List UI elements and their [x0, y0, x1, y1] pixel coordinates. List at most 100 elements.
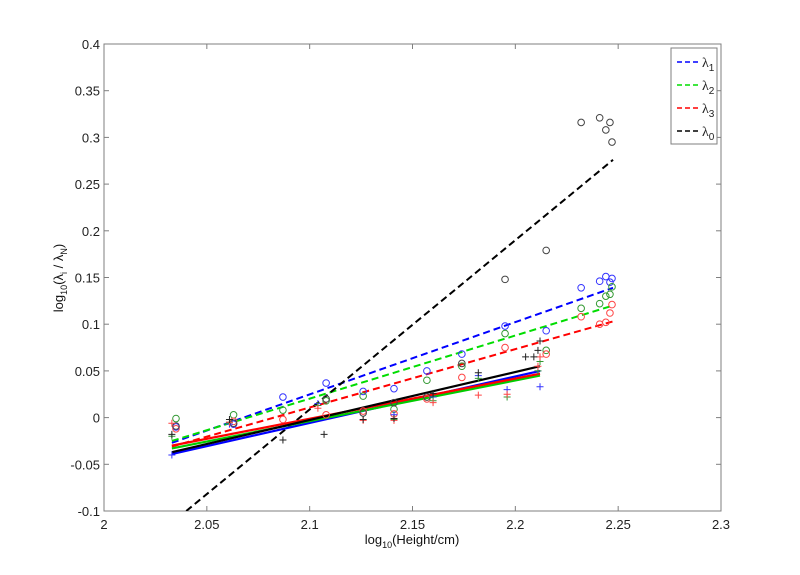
y-tick-label: 0	[93, 411, 100, 426]
y-tick-label: 0.1	[82, 317, 100, 332]
data-point-plus	[474, 369, 482, 377]
data-point-plus	[429, 389, 437, 397]
data-point-plus	[536, 337, 544, 345]
data-point-circle	[608, 274, 616, 283]
data-point-circle	[172, 425, 180, 433]
data-point-circle	[423, 376, 431, 385]
data-point-plus	[474, 391, 482, 399]
y-tick-label: 0.15	[75, 271, 100, 286]
data-point-circle	[542, 350, 550, 358]
y-tick-label: 0.25	[75, 177, 100, 192]
data-point-circle	[458, 362, 466, 371]
data-point-circle	[390, 384, 398, 393]
x-tick-label: 2.3	[712, 517, 730, 532]
data-point-circle	[279, 415, 287, 424]
data-point-plus	[536, 353, 544, 361]
data-point-circle	[595, 113, 604, 122]
data-point-plus	[320, 430, 328, 438]
y-tick-label: -0.1	[78, 504, 100, 519]
data-point-circle	[279, 393, 287, 401]
data-point-circle	[501, 343, 509, 352]
data-point-plus	[530, 353, 538, 361]
data-point-circle	[458, 373, 466, 382]
y-tick-label: 0.3	[82, 130, 100, 145]
x-tick-label: 2	[100, 517, 107, 532]
legend: λ1 λ2 λ3 λ0	[670, 47, 718, 145]
data-point-circle	[501, 322, 509, 330]
y-tick-label: 0.4	[82, 37, 100, 52]
data-point-circle	[359, 392, 367, 400]
data-point-plus	[225, 415, 233, 423]
plot-area	[103, 43, 722, 512]
data-point-circle	[229, 419, 238, 428]
x-tick-label: 2.25	[606, 517, 631, 532]
fit-line	[171, 374, 541, 450]
data-point-circle	[606, 309, 614, 317]
y-axis-label: log10(λi / λN)	[51, 244, 69, 312]
x-tick-label: 2.05	[194, 517, 219, 532]
data-point-circle	[458, 359, 466, 368]
data-point-circle	[608, 300, 616, 309]
data-point-plus	[359, 415, 367, 423]
data-point-plus	[279, 436, 287, 444]
data-point-plus	[168, 451, 176, 459]
data-point-plus	[503, 390, 511, 398]
legend-entry: λ1	[702, 56, 715, 74]
data-point-circle	[577, 118, 585, 127]
legend-entry: λ0	[702, 125, 715, 143]
data-point-circle	[458, 350, 466, 358]
legend-box	[670, 47, 718, 145]
legend-entry: λ2	[702, 79, 715, 97]
x-tick-label: 2.15	[400, 517, 425, 532]
data-point-circle	[501, 275, 509, 284]
data-point-circle	[606, 290, 614, 299]
data-series	[168, 113, 616, 511]
fit-line	[171, 286, 614, 444]
data-point-circle	[577, 312, 585, 321]
data-point-circle	[172, 422, 180, 430]
x-tick-label: 2.2	[506, 517, 524, 532]
data-point-circle	[577, 304, 585, 313]
data-point-plus	[522, 353, 530, 361]
data-point-plus	[429, 399, 437, 407]
data-point-circle	[608, 283, 616, 291]
data-point-circle	[279, 406, 287, 414]
data-point-circle	[602, 126, 610, 134]
data-point-plus	[390, 415, 398, 423]
data-point-circle	[542, 326, 550, 335]
fit-line	[185, 159, 614, 511]
axis-ticks: 2 2.05 2.1 2.15 2.2 2.25 2.3 -0.1 -0.05 0 0.05 0.1 0…	[70, 37, 730, 532]
svg-text:log10(Height/cm): log10(Height/cm)	[365, 532, 460, 550]
y-tick-label: 0.35	[75, 84, 100, 99]
data-point-circle	[172, 414, 180, 423]
data-point-circle	[608, 138, 616, 146]
data-point-circle	[595, 299, 604, 308]
data-point-circle	[595, 277, 604, 286]
data-point-circle	[577, 283, 585, 292]
x-tick-label: 2.1	[301, 517, 319, 532]
data-point-plus	[314, 404, 322, 412]
data-point-plus	[534, 346, 542, 354]
data-point-circle	[542, 246, 550, 255]
data-point-plus	[168, 419, 176, 427]
data-point-plus	[534, 362, 542, 370]
data-point-circle	[390, 398, 398, 407]
legend-entry: λ3	[702, 102, 715, 120]
y-tick-label: -0.05	[70, 457, 100, 472]
data-point-circle	[322, 379, 330, 387]
data-point-circle	[423, 367, 431, 375]
data-point-circle	[602, 292, 610, 300]
y-tick-label: 0.05	[75, 364, 100, 379]
data-point-circle	[606, 278, 614, 286]
data-point-circle	[606, 118, 614, 127]
data-point-plus	[536, 383, 544, 391]
x-axis-label: log10(Height/cm)	[365, 532, 460, 550]
y-tick-label: 0.2	[82, 224, 100, 239]
data-point-circle	[359, 387, 367, 396]
svg-text:log10(λi / λN): log10(λi / λN)	[51, 244, 69, 312]
data-point-plus	[168, 430, 176, 438]
data-point-circle	[322, 395, 330, 403]
data-point-circle	[322, 410, 330, 419]
data-point-circle	[501, 329, 509, 338]
